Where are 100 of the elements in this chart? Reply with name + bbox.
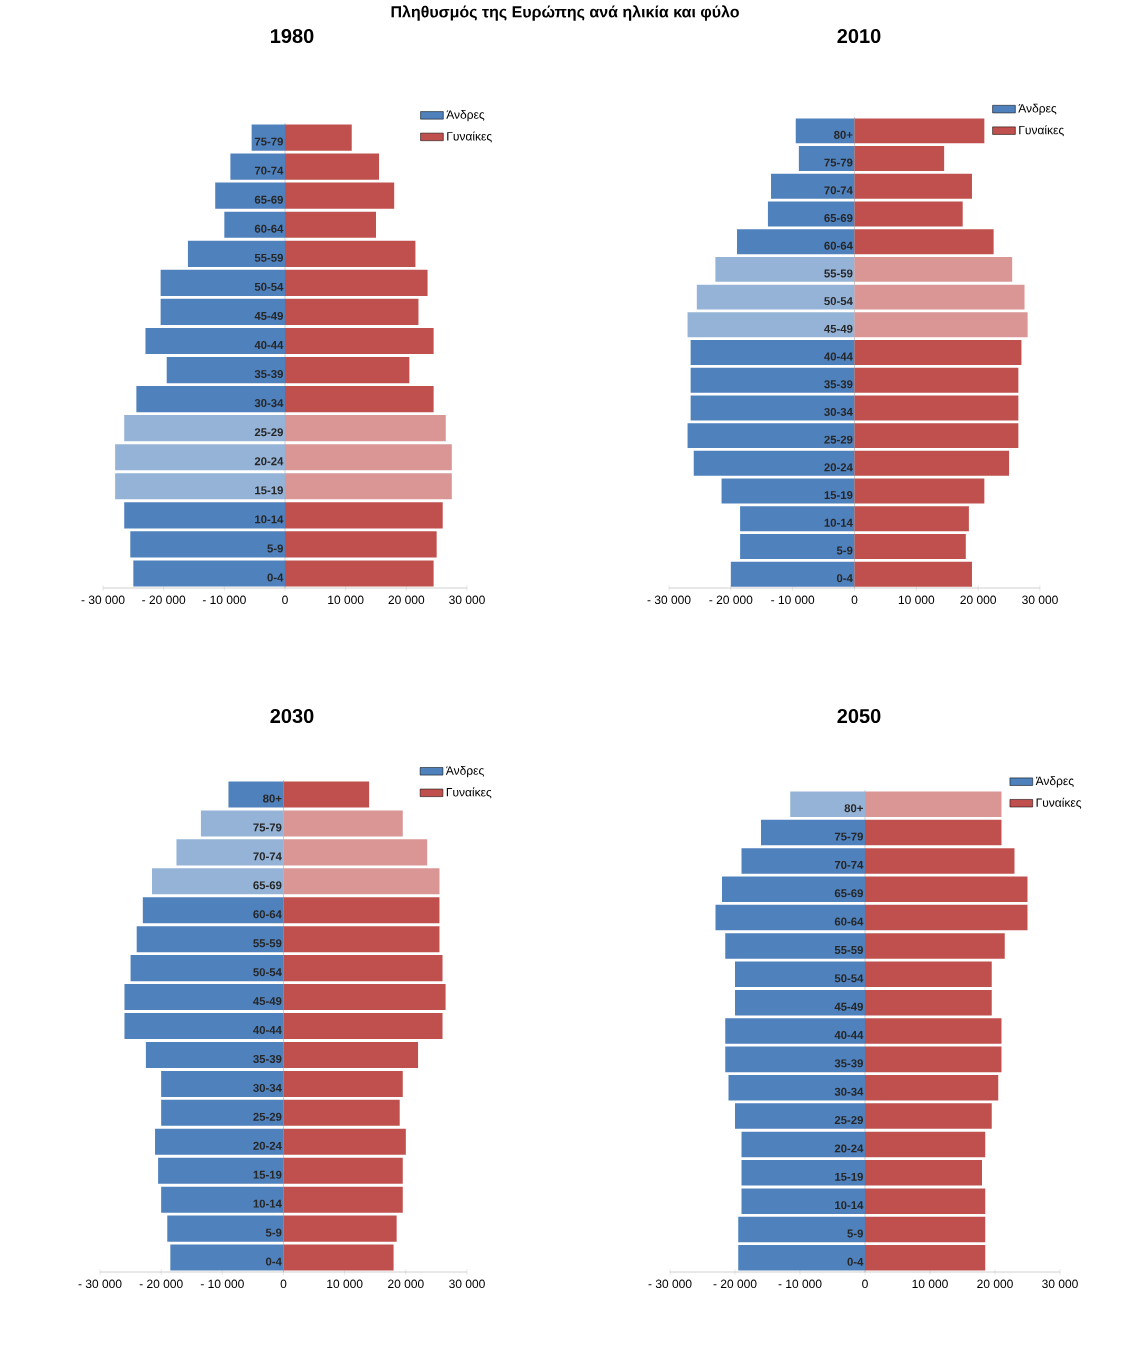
legend-label: Άνδρες xyxy=(1018,103,1057,115)
bar xyxy=(854,146,945,172)
bar xyxy=(283,1157,403,1184)
x-tick-label: 0 xyxy=(282,595,288,605)
bar xyxy=(142,897,284,924)
y-tick-label: 45-49 xyxy=(834,1002,863,1011)
bar xyxy=(160,269,285,296)
y-tick-label: 25-29 xyxy=(254,428,283,437)
y-tick-label: 15-19 xyxy=(824,491,853,500)
bar xyxy=(283,897,440,924)
y-tick-label: 50-54 xyxy=(254,282,284,291)
bar xyxy=(124,502,285,529)
bar xyxy=(284,473,452,500)
bar xyxy=(136,386,285,413)
bar xyxy=(854,173,972,199)
bar xyxy=(865,819,1002,846)
x-tick-label: 10 000 xyxy=(328,595,364,605)
y-tick-label: 75-79 xyxy=(253,823,282,832)
x-tick-label: 10 000 xyxy=(912,1279,948,1289)
bar xyxy=(854,367,1019,393)
y-tick-label: 40-44 xyxy=(254,340,284,349)
bar xyxy=(224,211,285,238)
y-tick-label: 35-39 xyxy=(824,380,853,389)
y-tick-label: 30-34 xyxy=(254,399,284,408)
x-tick-label: - 20 000 xyxy=(709,595,753,605)
bar xyxy=(865,1103,992,1129)
chart-title: 1980 xyxy=(271,28,314,44)
y-tick-label: 20-24 xyxy=(254,457,284,466)
y-tick-label: 25-29 xyxy=(834,1116,863,1125)
bar xyxy=(865,1245,986,1271)
bar xyxy=(283,781,370,808)
bar xyxy=(283,926,440,953)
chart-title: 2050 xyxy=(837,708,881,724)
bar xyxy=(155,1128,284,1155)
bar xyxy=(170,1244,284,1271)
y-tick-label: 10-14 xyxy=(824,518,853,527)
bar xyxy=(865,1188,986,1214)
bar xyxy=(124,984,284,1011)
bar xyxy=(728,1074,865,1101)
y-tick-label: 80+ xyxy=(263,794,282,803)
bar xyxy=(865,1216,986,1243)
bar xyxy=(865,904,1028,931)
y-tick-label: 35-39 xyxy=(254,370,283,379)
y-tick-label: 65-69 xyxy=(254,195,283,204)
bar xyxy=(854,506,969,532)
bar xyxy=(145,327,285,355)
bar xyxy=(167,1215,284,1242)
y-tick-label: 0-4 xyxy=(265,1257,282,1266)
y-tick-label: 65-69 xyxy=(824,213,853,222)
bar xyxy=(741,1188,865,1214)
bar xyxy=(771,173,855,199)
y-tick-label: 55-59 xyxy=(253,939,282,948)
y-tick-label: 10-14 xyxy=(255,515,284,524)
bar xyxy=(284,327,434,355)
y-tick-label: 0-4 xyxy=(847,1257,864,1266)
y-tick-label: 35-39 xyxy=(834,1059,863,1068)
y-tick-label: 70-74 xyxy=(254,166,284,175)
bar xyxy=(690,367,855,393)
y-tick-label: 65-69 xyxy=(253,881,282,890)
bar xyxy=(151,868,284,895)
bar xyxy=(161,1099,284,1126)
x-tick-label: 0 xyxy=(851,595,858,605)
bar xyxy=(722,876,865,903)
bar xyxy=(798,146,855,172)
y-tick-label: 30-34 xyxy=(253,1083,282,1092)
y-tick-label: 50-54 xyxy=(253,968,282,977)
bar xyxy=(130,955,284,982)
bar xyxy=(738,1216,865,1243)
bar xyxy=(865,1074,999,1101)
x-tick-label: 10 000 xyxy=(898,595,935,605)
x-tick-label: 30 000 xyxy=(1022,595,1058,605)
bar xyxy=(124,415,285,442)
y-tick-label: 65-69 xyxy=(834,889,863,898)
bar xyxy=(284,415,446,442)
x-tick-label: 0 xyxy=(280,1279,287,1289)
x-tick-label: - 30 000 xyxy=(78,1279,122,1289)
bar xyxy=(740,533,855,559)
x-tick-label: 30 000 xyxy=(449,1279,485,1289)
y-tick-label: 40-44 xyxy=(834,1031,864,1040)
y-tick-label: 50-54 xyxy=(824,297,853,306)
y-tick-label: 25-29 xyxy=(824,435,853,444)
bar xyxy=(284,444,452,471)
bar xyxy=(283,955,443,982)
bar xyxy=(865,1046,1002,1073)
text: Πληθυσμός της Ευρώπης ανά ηλικία και φύλο xyxy=(391,5,739,21)
y-tick-label: 15-19 xyxy=(255,486,283,495)
x-tick-label: - 10 000 xyxy=(771,595,815,605)
bar xyxy=(283,984,446,1011)
bar xyxy=(215,182,285,209)
bar xyxy=(854,229,994,255)
chart-title: 2030 xyxy=(270,708,314,724)
legend-label: Γυναίκες xyxy=(446,787,492,799)
bar xyxy=(283,868,440,895)
bar xyxy=(761,819,865,846)
x-tick-label: - 30 000 xyxy=(647,595,691,605)
x-tick-label: 20 000 xyxy=(388,1279,424,1289)
bar xyxy=(721,478,855,504)
y-tick-label: 55-59 xyxy=(834,945,863,954)
bar xyxy=(854,478,985,504)
bar xyxy=(160,298,285,325)
